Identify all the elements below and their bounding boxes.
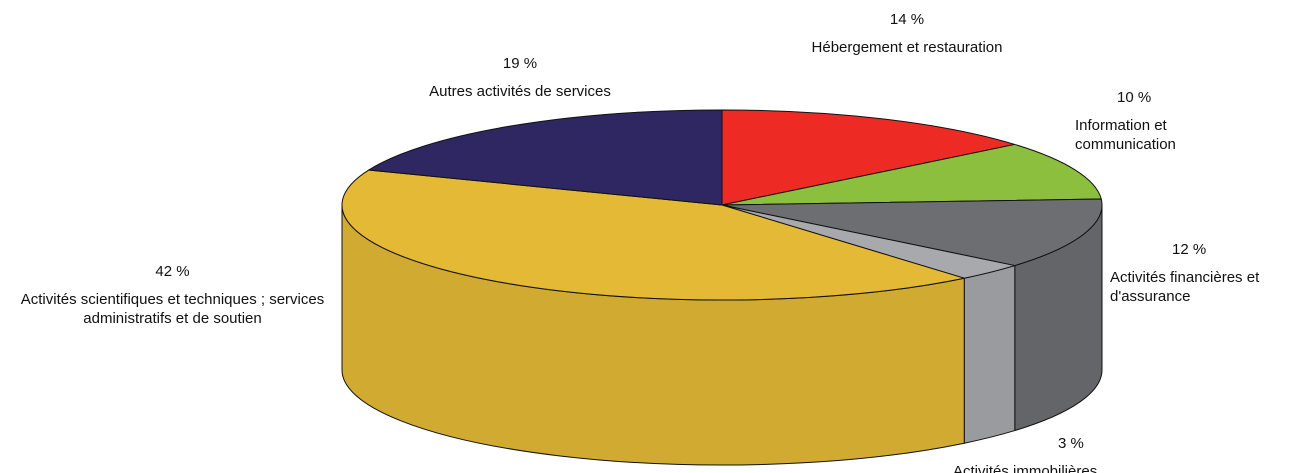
slice-side <box>963 264 1016 444</box>
value-label: 19 % <box>502 55 538 72</box>
slice <box>721 143 1102 206</box>
slice <box>341 169 965 301</box>
category-label: Activités scientifiques et techniques ; … <box>20 291 325 327</box>
slice-label: 42 % Activités scientifiques et technique… <box>5 262 340 328</box>
value-label: 42 % <box>155 263 190 280</box>
slice-label: 10 % Information et communication <box>1075 88 1225 154</box>
slice-label: 14 % Hébergement et restauration <box>757 10 1057 57</box>
value-label: 10 % <box>1117 89 1152 106</box>
value-label: 3 % <box>1058 435 1084 452</box>
slice-label: 12 % Activités financières et d'assurance <box>1110 240 1306 306</box>
value-label: 12 % <box>1172 241 1207 258</box>
slice-label: 3 % Activités immobilières <box>953 434 1153 473</box>
value-label: 14 % <box>889 11 925 28</box>
category-label: Activités immobilières <box>953 463 1098 473</box>
category-label: Activités financières et d'assurance <box>1110 269 1260 305</box>
category-label: Information et communication <box>1075 117 1176 153</box>
category-label: Autres activités de services <box>429 83 611 100</box>
slice <box>721 109 1015 206</box>
slice-label: 19 % Autres activités de services <box>370 54 670 101</box>
category-label: Hébergement et restauration <box>811 39 1003 56</box>
slice <box>367 109 723 206</box>
slice <box>721 198 1103 267</box>
